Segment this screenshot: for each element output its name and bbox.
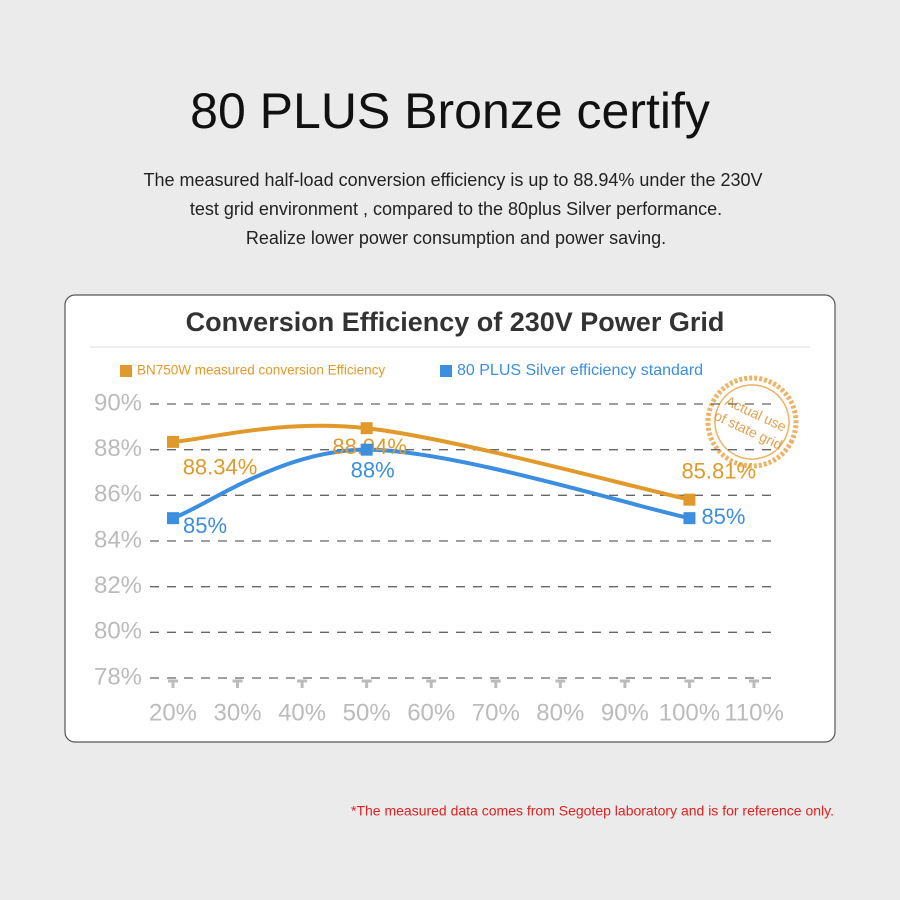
x-tick-label: 60% xyxy=(407,699,455,726)
x-tick-label: 70% xyxy=(472,699,520,726)
legend-label: 80 PLUS Silver efficiency standard xyxy=(457,362,703,379)
description: The measured half-load conversion effici… xyxy=(143,170,762,190)
plot: 78% 80% 82% 84% 86% 88% 90% 20% 30% 40% 50% 60% 70% 8… xyxy=(94,362,784,726)
description: Realize lower power consumption and powe… xyxy=(246,228,666,248)
footnote: *The measured data comes from Segotep la… xyxy=(351,803,834,819)
heading: 80 PLUS Bronze certify xyxy=(190,83,710,139)
value-label: 85% xyxy=(183,513,227,538)
value-label: 85% xyxy=(701,504,745,529)
x-tick-label: 90% xyxy=(601,699,649,726)
y-tick-label: 88% xyxy=(94,435,142,462)
x-tick-mark xyxy=(619,679,630,688)
x-tick-mark xyxy=(426,679,437,688)
point-marker xyxy=(360,443,373,456)
y-tick-label: 90% xyxy=(94,389,142,416)
point-marker xyxy=(167,512,179,525)
x-tick-mark xyxy=(555,679,566,688)
legend-swatch xyxy=(440,365,452,377)
point-marker xyxy=(683,493,696,506)
x-tick-mark xyxy=(684,679,695,688)
x-tick-mark xyxy=(232,679,243,688)
stamp-ring xyxy=(705,375,799,469)
x-tick-mark xyxy=(168,679,178,688)
point-marker xyxy=(683,512,696,525)
chart-title: Conversion Efficiency of 230V Power Grid xyxy=(186,307,725,337)
legend-label: BN750W measured conversion Efficiency xyxy=(137,363,385,378)
x-tick-label: 30% xyxy=(214,699,262,726)
x-tick-label: 110% xyxy=(724,699,784,726)
y-tick-label: 80% xyxy=(94,618,142,645)
series-line xyxy=(172,447,690,521)
x-tick-mark xyxy=(361,679,372,688)
point-marker xyxy=(167,435,179,448)
point-marker xyxy=(360,422,373,435)
x-tick-mark xyxy=(490,679,501,688)
series-line xyxy=(172,423,690,502)
y-tick-label: 84% xyxy=(94,526,142,553)
x-tick-label: 100% xyxy=(659,699,720,726)
stamp-ring xyxy=(714,384,790,460)
x-tick-label: 20% xyxy=(149,699,197,726)
x-tick-label: 40% xyxy=(278,699,326,726)
y-tick-label: 78% xyxy=(94,663,142,690)
x-tick-label: 80% xyxy=(536,699,584,726)
value-label: 88.34% xyxy=(183,455,258,480)
y-tick-label: 82% xyxy=(94,572,142,599)
x-tick-mark xyxy=(297,679,308,688)
y-tick-label: 86% xyxy=(94,481,142,508)
legend-swatch xyxy=(120,365,132,377)
value-label: 88% xyxy=(351,457,395,482)
description: test grid environment , compared to the … xyxy=(190,199,722,219)
chart-card xyxy=(64,294,836,743)
x-tick-mark xyxy=(749,679,759,688)
x-tick-label: 50% xyxy=(343,699,391,726)
value-label: 85.81% xyxy=(681,458,756,483)
